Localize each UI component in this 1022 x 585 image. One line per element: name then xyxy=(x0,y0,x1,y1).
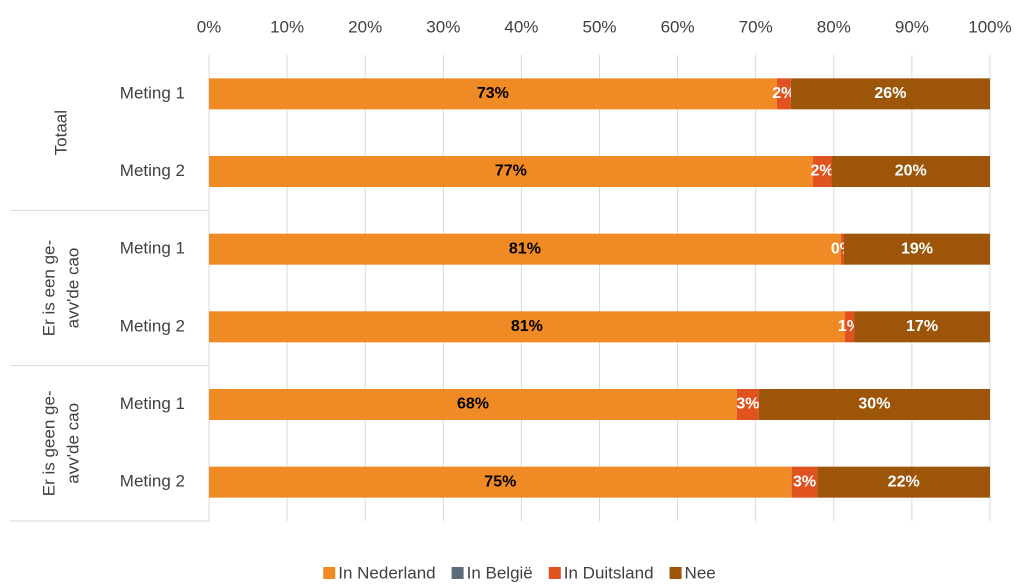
group-label: avv'de cao xyxy=(63,248,82,329)
x-tick-label: 40% xyxy=(504,17,538,36)
data-label: 20% xyxy=(895,163,927,180)
x-tick-label: 70% xyxy=(739,17,773,36)
x-tick-label: 20% xyxy=(348,17,382,36)
data-label: 3% xyxy=(736,396,759,413)
data-label: 30% xyxy=(858,396,890,413)
group-label: Totaal xyxy=(51,110,70,155)
data-label: 19% xyxy=(901,240,933,257)
data-label: 2% xyxy=(772,85,795,102)
bar-segment xyxy=(209,389,737,420)
bar-segment xyxy=(209,233,841,265)
legend-label: In België xyxy=(467,563,533,582)
legend-swatch xyxy=(669,567,682,579)
bar-segment xyxy=(831,156,990,187)
bar-segment xyxy=(776,78,791,110)
x-tick-label: 50% xyxy=(582,17,616,36)
bar-segment xyxy=(843,233,990,265)
legend: In Nederland In België In Duitsland Nee xyxy=(323,563,716,582)
bar-segment xyxy=(812,156,832,187)
x-tick-label: 60% xyxy=(661,17,695,36)
y-tick-label: Meting 2 xyxy=(120,161,185,180)
y-tick-label: Meting 1 xyxy=(120,239,185,258)
x-tick-label: 90% xyxy=(895,17,929,36)
legend-swatch xyxy=(548,567,561,579)
y-tick-label: Meting 2 xyxy=(120,472,185,491)
data-label: 77% xyxy=(495,163,527,180)
bar-segment xyxy=(854,311,990,343)
data-label: 75% xyxy=(484,473,516,490)
data-label: 81% xyxy=(511,318,543,335)
x-tick-label: 30% xyxy=(426,17,460,36)
y-tick-label: Meting 2 xyxy=(120,316,185,335)
legend-label: In Nederland xyxy=(338,563,435,582)
bar-segment xyxy=(844,311,855,343)
legend-label: Nee xyxy=(685,563,716,582)
bar-segment xyxy=(840,233,844,265)
bar-segment xyxy=(209,311,845,343)
data-label: 17% xyxy=(906,318,938,335)
legend-swatch xyxy=(451,567,464,579)
data-label: 68% xyxy=(457,396,489,413)
bar-segment xyxy=(758,389,990,420)
bar-segment xyxy=(209,466,792,498)
bar-segment xyxy=(790,78,990,110)
bar-segment xyxy=(209,78,777,110)
x-tick-label: 80% xyxy=(817,17,851,36)
group-label: Er is een ge- xyxy=(39,240,58,336)
y-tick-label: Meting 1 xyxy=(120,394,185,413)
x-tick-label: 10% xyxy=(270,17,304,36)
y-tick-label: Meting 1 xyxy=(120,83,185,102)
x-tick-label: 0% xyxy=(197,17,222,36)
data-label: 26% xyxy=(874,85,906,102)
group-label: Er is geen ge- xyxy=(39,390,58,496)
data-label: 2% xyxy=(811,163,834,180)
data-label: 3% xyxy=(793,473,816,490)
bar-segment xyxy=(791,466,818,498)
group-label: avv'de cao xyxy=(63,403,82,484)
data-label: 81% xyxy=(509,240,541,257)
legend-label: In Duitsland xyxy=(564,563,654,582)
x-tick-label: 100% xyxy=(968,17,1011,36)
data-label: 73% xyxy=(477,85,509,102)
data-label: 22% xyxy=(888,473,920,490)
bar-segment xyxy=(817,466,990,498)
bar-segment xyxy=(209,156,813,187)
bar-segment xyxy=(736,389,759,420)
legend-swatch xyxy=(323,567,336,579)
